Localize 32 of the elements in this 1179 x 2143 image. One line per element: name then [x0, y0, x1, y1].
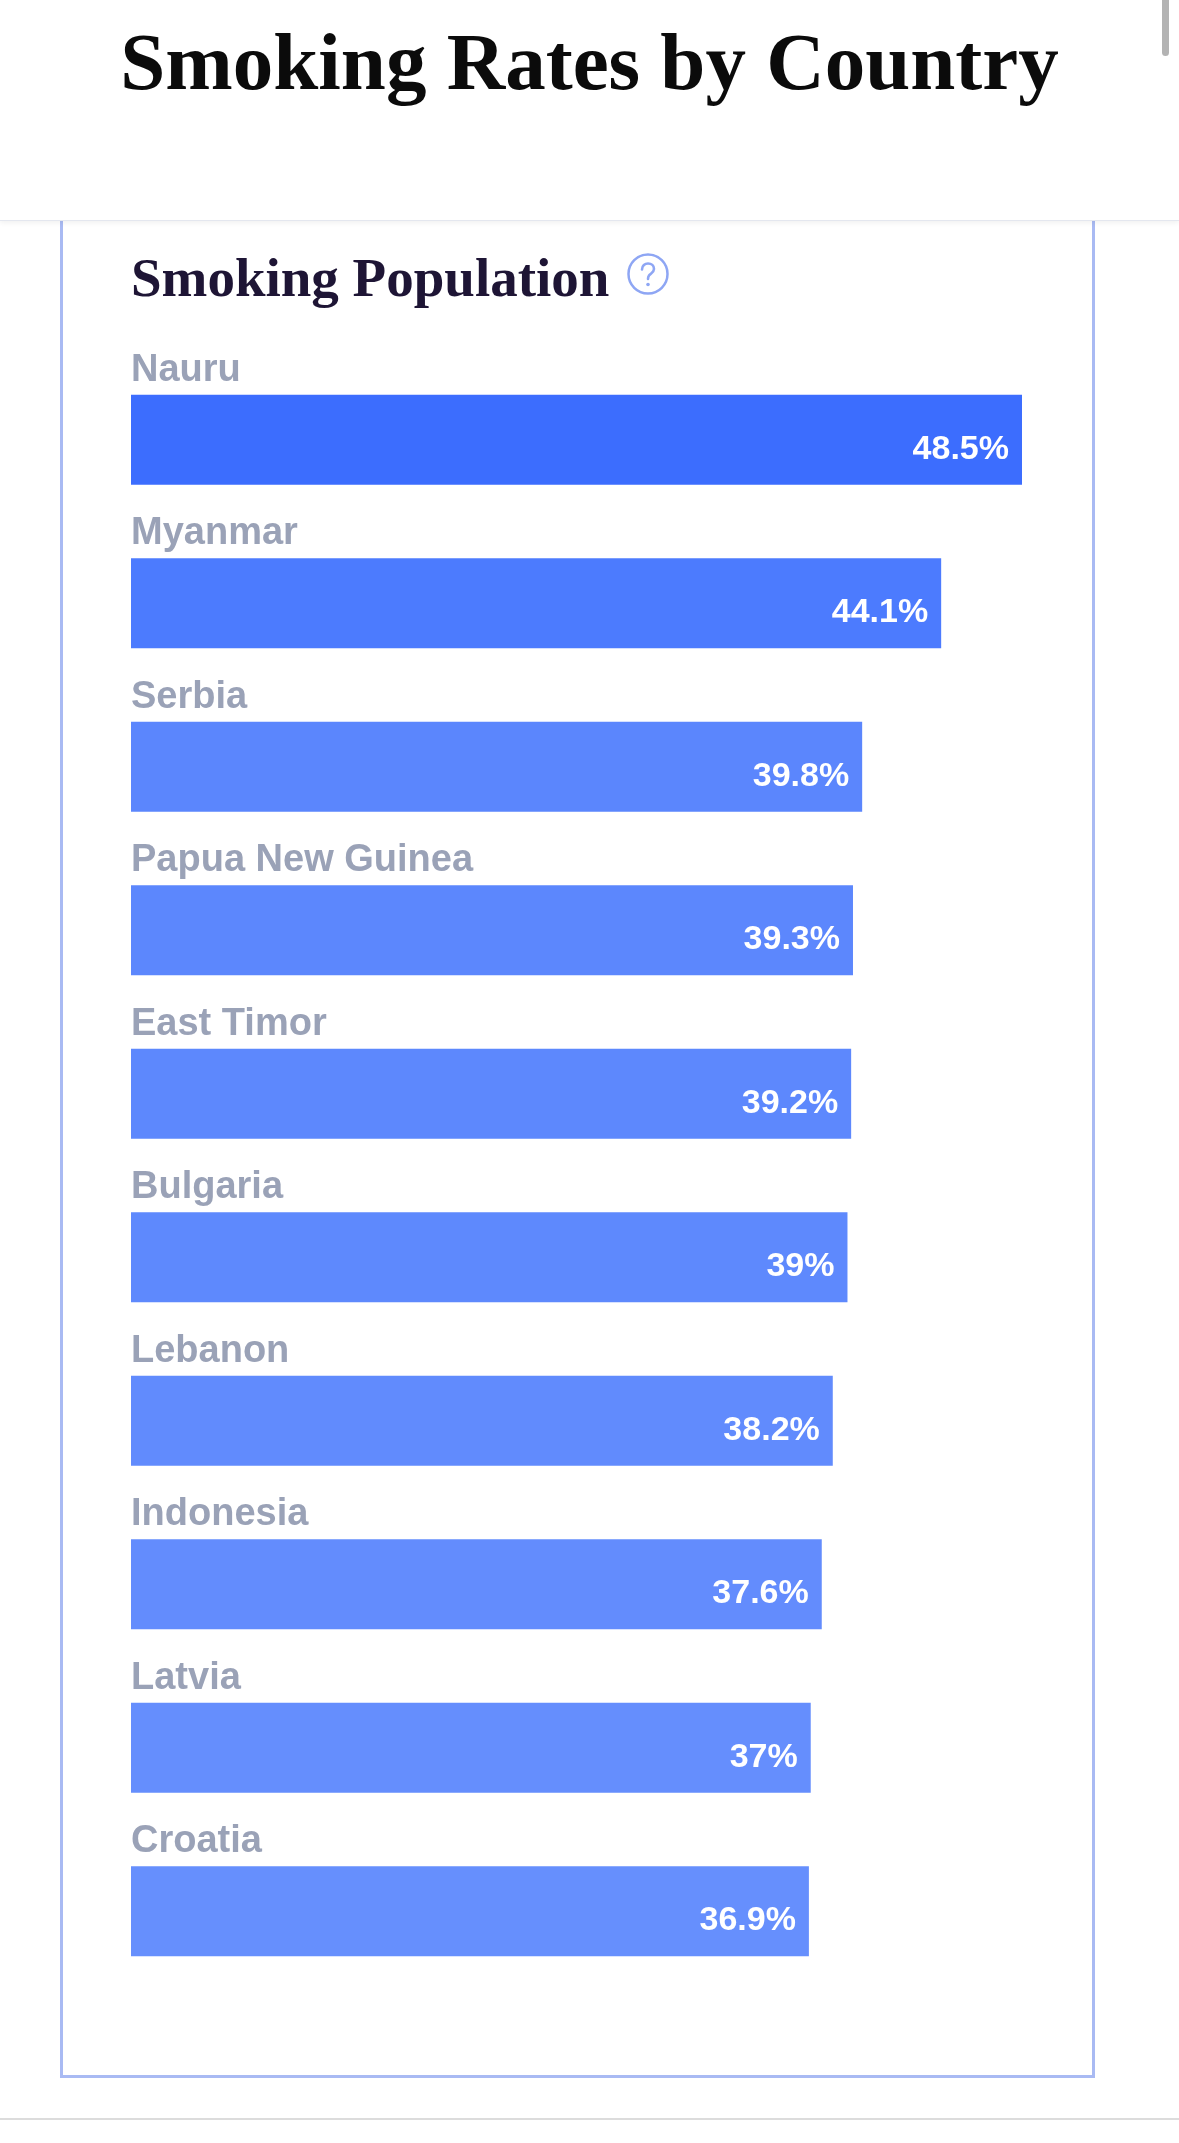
y-tick-label: Myanmar [131, 510, 299, 553]
bar [131, 1048, 852, 1139]
data-label: 37.6% [712, 1572, 809, 1611]
y-tick-label: Latvia [131, 1654, 242, 1697]
data-label: 38.2% [723, 1408, 820, 1447]
y-tick-label: Nauru [131, 346, 241, 389]
bar [131, 1866, 809, 1957]
data-label: 39.3% [743, 918, 840, 957]
bar [131, 1702, 811, 1793]
y-tick-label: East Timor [131, 1000, 327, 1043]
y-tick-label: Lebanon [131, 1327, 290, 1370]
bar [131, 558, 942, 649]
data-label: 39% [766, 1245, 835, 1284]
y-tick-label: Serbia [131, 673, 249, 716]
data-label: 37% [729, 1735, 798, 1774]
chart-subtitle: Smoking Population [131, 247, 610, 309]
bar [131, 885, 853, 976]
data-label: 48.5% [912, 427, 1009, 466]
bar [131, 1375, 833, 1466]
data-label: 44.1% [831, 591, 929, 630]
data-label: 39.8% [752, 754, 850, 793]
bar [131, 1539, 822, 1630]
chart-title: Smoking Rates by Country [119, 16, 1060, 109]
data-label: 36.9% [699, 1899, 796, 1938]
y-tick-label: Bulgaria [131, 1164, 284, 1207]
y-tick-label: Papua New Guinea [131, 837, 474, 880]
bar [131, 394, 1022, 485]
bar [131, 721, 863, 812]
bar [131, 1212, 848, 1303]
data-label: 39.2% [741, 1081, 839, 1120]
y-tick-label: Indonesia [131, 1491, 310, 1534]
y-tick-label: Croatia [131, 1818, 263, 1861]
